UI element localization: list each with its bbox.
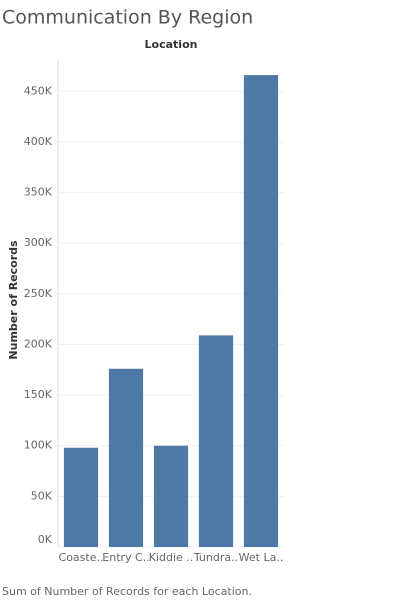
bar	[153, 445, 189, 547]
y-tick-label: 300K	[24, 236, 53, 249]
y-tick-label: 50K	[31, 489, 53, 502]
header: Location	[145, 38, 198, 51]
y-tick-label: 0K	[38, 533, 53, 546]
y-tick-label: 450K	[24, 84, 53, 97]
y-tick-label: 250K	[24, 287, 53, 300]
x-tick-label: Entry C..	[102, 551, 149, 564]
y-tick-label: 100K	[24, 439, 53, 452]
x-tick-label: Tundra..	[193, 551, 238, 564]
y-axis-title: Number of Records	[7, 240, 20, 360]
x-tick-label: Coaste..	[59, 551, 104, 564]
chart-title: Communication By Region	[2, 7, 253, 29]
y-tick-label: 350K	[24, 186, 53, 199]
footer: Sum of Number of Records for each Locati…	[2, 585, 252, 598]
bar	[198, 335, 234, 547]
bar	[108, 368, 144, 547]
bar	[63, 447, 99, 547]
x-tick-label: Kiddie ..	[149, 551, 194, 564]
x-tick-label: Wet La..	[239, 551, 284, 564]
y-tick-label: 150K	[24, 388, 53, 401]
y-tick-label: 400K	[24, 135, 53, 148]
y-tick-label: 200K	[24, 337, 53, 350]
bar	[243, 75, 279, 548]
